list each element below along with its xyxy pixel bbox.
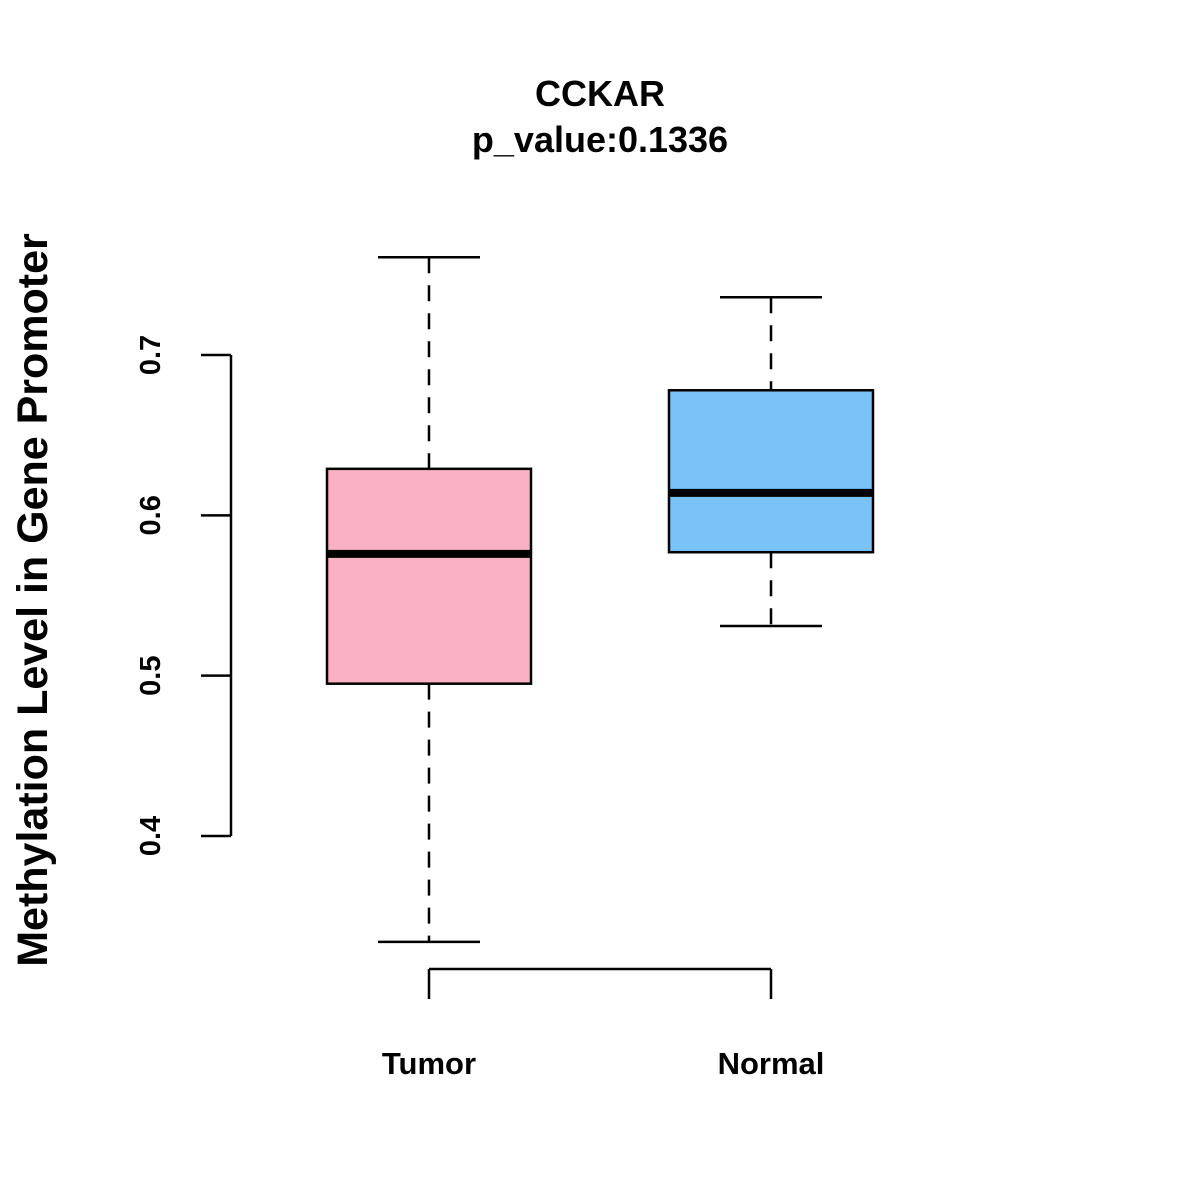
y-tick-label: 0.4 [135, 816, 167, 856]
iqr-box [325, 467, 533, 685]
chart-title: CCKAR [535, 73, 665, 114]
y-tick-label: 0.7 [135, 335, 167, 375]
y-tick-label: 0.5 [135, 656, 167, 696]
y-tick-label: 0.6 [135, 495, 167, 535]
x-axis: Tumor Normal [382, 967, 825, 1081]
iqr-box [667, 389, 875, 554]
y-axis: 0.4 0.5 0.6 0.7 [135, 335, 233, 856]
boxes [325, 255, 875, 944]
box-tumor [325, 255, 533, 944]
x-tick-label: Normal [718, 1046, 825, 1081]
chart-subtitle: p_value:0.1336 [472, 119, 728, 160]
box-normal [667, 296, 875, 628]
y-axis-title: Methylation Level in Gene Promoter [9, 233, 57, 967]
x-tick-label: Tumor [382, 1046, 476, 1081]
